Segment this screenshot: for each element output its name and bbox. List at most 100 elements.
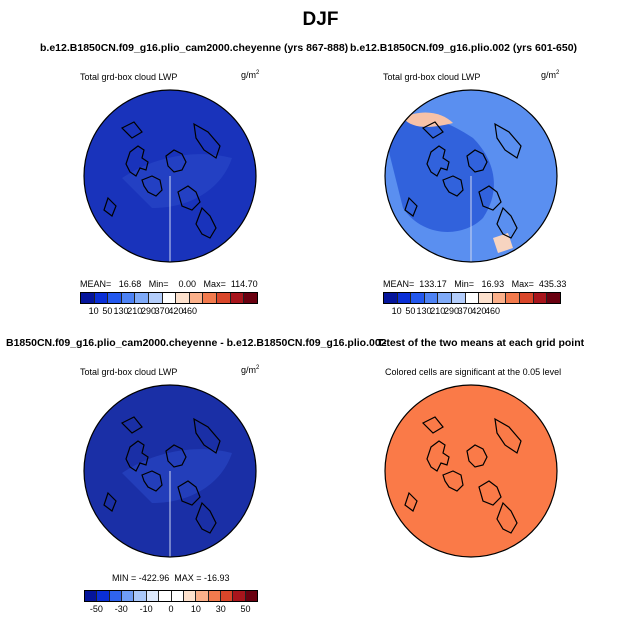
coastline xyxy=(421,416,444,434)
panel-2-stats: MEAN= 133.17 Min= 16.93 Max= 435.33 xyxy=(383,279,567,289)
panel-2-polar-map xyxy=(384,89,558,263)
panel-4-subtitle: Colored cells are significant at the 0.0… xyxy=(385,367,562,377)
coastline xyxy=(496,206,518,239)
coastline xyxy=(103,196,117,217)
colorbar-box xyxy=(108,293,122,303)
colorbar-box xyxy=(506,293,521,303)
map-shading xyxy=(403,112,453,127)
colorbar-tick-label: -50 xyxy=(89,604,103,614)
colorbar-box xyxy=(109,591,123,601)
colorbar-tick-label: 0 xyxy=(168,604,174,614)
colorbar-box xyxy=(424,293,439,303)
colorbar-tick-label: 50 xyxy=(405,306,416,316)
colorbar-box xyxy=(85,591,98,601)
panel-3-polar-map xyxy=(83,384,257,558)
figure-title: DJF xyxy=(302,9,339,30)
colorbar-box xyxy=(492,293,507,303)
colorbar-tick-label: 460 xyxy=(485,306,501,316)
coastline xyxy=(478,480,502,506)
coastline xyxy=(177,185,201,211)
colorbar-tick-label: 10 xyxy=(391,306,402,316)
colorbar-box xyxy=(135,293,150,303)
coastline xyxy=(125,440,149,472)
panel-4-polar-map xyxy=(384,384,558,558)
coastline xyxy=(120,416,143,434)
colorbar-tick-label: 210 xyxy=(430,306,446,316)
panel-3-title: B1850CN.f09_g16.plio_cam2000.cheyenne - … xyxy=(6,337,387,349)
colorbar-box xyxy=(411,293,425,303)
panel-2-units: g/m2 xyxy=(541,70,560,80)
colorbar-box xyxy=(183,591,197,601)
colorbar-box xyxy=(217,293,231,303)
map-boundary xyxy=(83,384,257,558)
panel-3-stats: MIN = -422.96 MAX = -16.93 xyxy=(112,573,230,583)
colorbar-box xyxy=(533,293,548,303)
map-shading xyxy=(385,117,494,232)
coastline xyxy=(426,145,450,177)
colorbar-tick-label: 30 xyxy=(215,604,226,614)
colorbar-box xyxy=(94,293,109,303)
colorbar-tick-label: 290 xyxy=(140,306,156,316)
colorbar-box xyxy=(479,293,493,303)
panel-2-subtitle: Total grd-box cloud LWP xyxy=(383,72,481,82)
colorbar-box xyxy=(465,293,480,303)
panel-3-units: g/m2 xyxy=(241,365,260,375)
coastline xyxy=(496,501,518,534)
map-fill xyxy=(385,385,557,557)
panel-1-title: b.e12.B1850CN.f09_g16.plio_cam2000.cheye… xyxy=(40,42,349,54)
coastline xyxy=(494,122,522,159)
colorbar-box xyxy=(384,293,398,303)
coastline xyxy=(442,175,464,197)
coastline xyxy=(141,470,163,492)
colorbar-box xyxy=(230,293,245,303)
coastline xyxy=(442,470,464,492)
colorbar-tick-label: 10 xyxy=(190,604,201,614)
panel-1-polar-map xyxy=(83,89,257,263)
panel-2-title: b.e12.B1850CN.f09_g16.plio.002 (yrs 601-… xyxy=(350,42,578,54)
colorbar-tick-label: 460 xyxy=(182,306,198,316)
coastline xyxy=(494,417,522,454)
panel-1-units: g/m2 xyxy=(241,70,260,80)
colorbar-tick-label: 10 xyxy=(88,306,99,316)
colorbar-box xyxy=(171,591,184,601)
colorbar-box xyxy=(97,591,110,601)
coastline xyxy=(404,196,418,217)
colorbar-tick-label: 370 xyxy=(457,306,473,316)
panel-1-stats: MEAN= 16.68 Min= 0.00 Max= 114.70 xyxy=(80,279,258,289)
colorbar-box xyxy=(520,293,534,303)
colorbar-tick-label: -30 xyxy=(114,604,128,614)
colorbar-box xyxy=(220,591,234,601)
colorbar-box xyxy=(244,293,257,303)
coastline xyxy=(466,444,488,468)
colorbar-box xyxy=(397,293,412,303)
colorbar-box xyxy=(245,591,258,601)
colorbar-tick-label: 50 xyxy=(240,604,251,614)
panel-3-subtitle: Total grd-box cloud LWP xyxy=(80,367,178,377)
coastline xyxy=(195,501,217,534)
colorbar-box xyxy=(438,293,453,303)
colorbar-tick-label: 130 xyxy=(416,306,432,316)
panel-1-colorbar xyxy=(80,292,258,304)
coastline xyxy=(466,149,488,173)
map-shading xyxy=(122,449,232,503)
coastline xyxy=(177,480,201,506)
colorbar-tick-label: 50 xyxy=(102,306,113,316)
panel-1-subtitle: Total grd-box cloud LWP xyxy=(80,72,178,82)
coastline xyxy=(421,121,444,139)
colorbar-box xyxy=(81,293,95,303)
map-boundary xyxy=(384,384,558,558)
coastline xyxy=(193,122,221,159)
coastline xyxy=(195,206,217,239)
colorbar-tick-label: -10 xyxy=(139,604,153,614)
colorbar-box xyxy=(121,293,136,303)
colorbar-box xyxy=(547,293,560,303)
coastline xyxy=(141,175,163,197)
colorbar-box xyxy=(134,591,147,601)
colorbar-tick-label: 130 xyxy=(113,306,129,316)
colorbar-box xyxy=(159,591,172,601)
colorbar-tick-label: 370 xyxy=(154,306,170,316)
colorbar-box xyxy=(176,293,190,303)
coastline xyxy=(193,417,221,454)
colorbar-tick-label: 290 xyxy=(443,306,459,316)
colorbar-box xyxy=(452,293,466,303)
